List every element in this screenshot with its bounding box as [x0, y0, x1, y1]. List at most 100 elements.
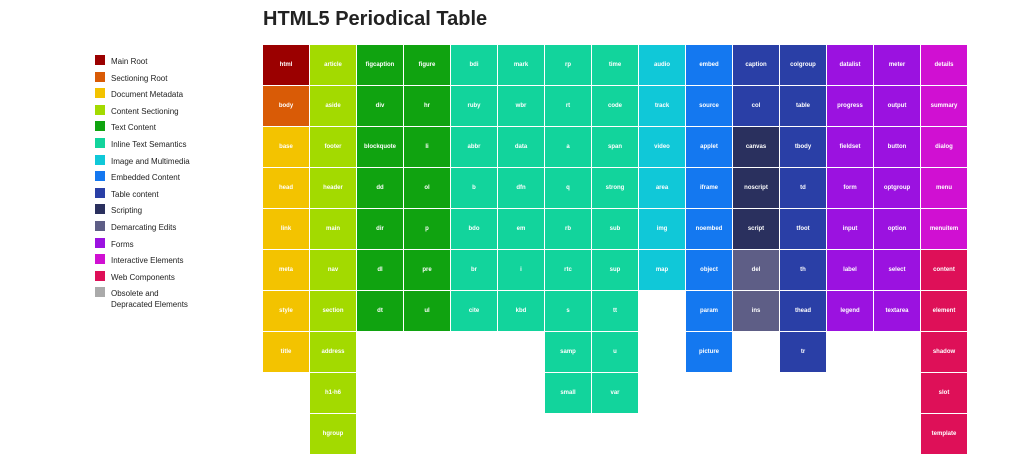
- legend-label: Sectioning Root: [111, 73, 168, 83]
- element-cell: aside: [310, 86, 356, 126]
- legend-swatch: [95, 237, 105, 248]
- legend-item: Obsolete and Depracated Elements: [95, 287, 205, 309]
- legend-label: Table content: [111, 189, 159, 199]
- element-cell: caption: [733, 45, 779, 85]
- element-cell: html: [263, 45, 309, 85]
- element-cell: dfn: [498, 168, 544, 208]
- element-cell: param: [686, 291, 732, 331]
- element-cell: i: [498, 250, 544, 290]
- element-cell: footer: [310, 127, 356, 167]
- element-cell: source: [686, 86, 732, 126]
- element-cell: shadow: [921, 332, 967, 372]
- element-cell: rp: [545, 45, 591, 85]
- element-cell: table: [780, 86, 826, 126]
- element-cell: dir: [357, 209, 403, 249]
- legend-label: Obsolete and Depracated Elements: [111, 289, 188, 310]
- element-cell: nav: [310, 250, 356, 290]
- element-cell: p: [404, 209, 450, 249]
- legend: Main Root Sectioning Root Document Metadat…: [95, 55, 205, 309]
- element-cell: input: [827, 209, 873, 249]
- element-cell: abbr: [451, 127, 497, 167]
- element-cell: base: [263, 127, 309, 167]
- legend-swatch: [95, 171, 105, 182]
- element-cell: figcaption: [357, 45, 403, 85]
- legend-item: Demarcating Edits: [95, 220, 205, 238]
- element-cell: u: [592, 332, 638, 372]
- legend-item: Document Metadata: [95, 88, 205, 105]
- element-cell: tr: [780, 332, 826, 372]
- element-cell: applet: [686, 127, 732, 167]
- element-cell: button: [874, 127, 920, 167]
- element-cell: content: [921, 250, 967, 290]
- legend-label: Web Components: [111, 272, 175, 282]
- element-cell: hgroup: [310, 414, 356, 454]
- element-cell: col: [733, 86, 779, 126]
- element-cell: template: [921, 414, 967, 454]
- legend-label: Interactive Elements: [111, 256, 184, 266]
- element-cell: embed: [686, 45, 732, 85]
- element-cell: element: [921, 291, 967, 331]
- element-cell: progress: [827, 86, 873, 126]
- element-cell: rb: [545, 209, 591, 249]
- legend-swatch: [95, 55, 105, 65]
- legend-swatch: [95, 187, 105, 198]
- element-cell: link: [263, 209, 309, 249]
- element-cell: kbd: [498, 291, 544, 331]
- legend-swatch: [95, 270, 105, 281]
- legend-item: Forms: [95, 237, 205, 255]
- element-cell: var: [592, 373, 638, 413]
- legend-item: Image and Multimedia: [95, 154, 205, 172]
- element-cell: wbr: [498, 86, 544, 126]
- element-cell: optgroup: [874, 168, 920, 208]
- element-cell: script: [733, 209, 779, 249]
- element-cell: label: [827, 250, 873, 290]
- element-cell: br: [451, 250, 497, 290]
- element-cell: iframe: [686, 168, 732, 208]
- element-cell: samp: [545, 332, 591, 372]
- element-cell: cite: [451, 291, 497, 331]
- legend-label: Inline Text Semantics: [111, 139, 187, 149]
- legend-label: Scripting: [111, 206, 143, 216]
- element-cell: legend: [827, 291, 873, 331]
- legend-item: Embedded Content: [95, 171, 205, 188]
- element-cell: bdi: [451, 45, 497, 85]
- element-cell: textarea: [874, 291, 920, 331]
- element-cell: dialog: [921, 127, 967, 167]
- element-cell: style: [263, 291, 309, 331]
- legend-item: Main Root: [95, 55, 205, 72]
- element-cell: tfoot: [780, 209, 826, 249]
- element-cell: noembed: [686, 209, 732, 249]
- element-cell: address: [310, 332, 356, 372]
- legend-item: Interactive Elements: [95, 254, 205, 271]
- legend-item: Text Content: [95, 121, 205, 138]
- element-cell: em: [498, 209, 544, 249]
- legend-swatch: [95, 287, 105, 298]
- element-cell: track: [639, 86, 685, 126]
- element-cell: mark: [498, 45, 544, 85]
- element-cell: audio: [639, 45, 685, 85]
- element-cell: map: [639, 250, 685, 290]
- element-cell: th: [780, 250, 826, 290]
- element-cell: li: [404, 127, 450, 167]
- element-cell: time: [592, 45, 638, 85]
- element-cell: meter: [874, 45, 920, 85]
- element-cell: noscript: [733, 168, 779, 208]
- element-cell: form: [827, 168, 873, 208]
- element-cell: video: [639, 127, 685, 167]
- legend-swatch: [95, 71, 105, 82]
- element-cell: code: [592, 86, 638, 126]
- element-cell: ruby: [451, 86, 497, 126]
- element-cell: figure: [404, 45, 450, 85]
- element-cell: strong: [592, 168, 638, 208]
- element-cell: rtc: [545, 250, 591, 290]
- element-cell: b: [451, 168, 497, 208]
- element-cell: article: [310, 45, 356, 85]
- element-cell: small: [545, 373, 591, 413]
- element-cell: sub: [592, 209, 638, 249]
- element-cell: area: [639, 168, 685, 208]
- legend-label: Text Content: [111, 123, 156, 133]
- element-cell: head: [263, 168, 309, 208]
- legend-label: Main Root: [111, 57, 148, 66]
- legend-label: Image and Multimedia: [111, 156, 190, 166]
- legend-item: Inline Text Semantics: [95, 137, 205, 155]
